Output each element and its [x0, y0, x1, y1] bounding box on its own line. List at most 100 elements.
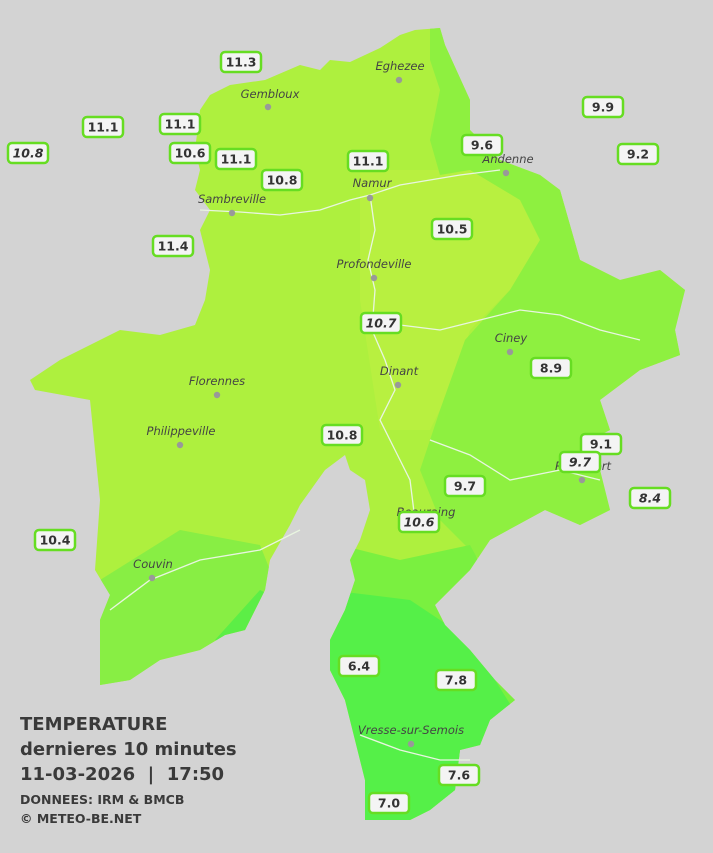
town-label: Philippeville	[147, 424, 216, 438]
station-box	[460, 133, 504, 157]
town-dot	[394, 381, 402, 389]
town-label: Ciney	[495, 331, 528, 345]
town-dot	[264, 103, 272, 111]
zone-south-cold	[320, 592, 520, 820]
station-box	[616, 142, 660, 166]
station: 11.1	[81, 115, 125, 139]
station: 10.6	[168, 141, 212, 165]
station-box	[81, 115, 125, 139]
towns: EghezeeGemblouxAndenneNamurSambrevillePr…	[133, 59, 612, 748]
station: 9.9	[581, 95, 625, 119]
station-box	[628, 486, 672, 510]
station-box	[168, 141, 212, 165]
station-value: 10.6	[175, 146, 206, 161]
town-dot	[506, 348, 514, 356]
station-box	[529, 356, 573, 380]
zone-light	[360, 170, 540, 430]
town-dot	[578, 476, 586, 484]
town-dot	[370, 274, 378, 282]
station-value: 11.1	[165, 117, 196, 132]
station-value: 9.1	[590, 437, 612, 452]
river	[429, 439, 601, 481]
station: 9.1	[579, 432, 623, 456]
station: 11.1	[158, 112, 202, 136]
town-dot	[395, 76, 403, 84]
legend-datetime: 11-03-2026 | 17:50	[20, 764, 224, 785]
river	[399, 309, 641, 341]
station: 8.9	[529, 356, 573, 380]
river	[199, 169, 501, 216]
station-value: 9.2	[627, 147, 649, 162]
station-value: 11.4	[158, 239, 189, 254]
station-box	[260, 168, 304, 192]
station: 10.8	[260, 168, 304, 192]
station: 10.4	[33, 528, 77, 552]
town-dot	[502, 169, 510, 177]
station-box	[33, 528, 77, 552]
river	[367, 194, 416, 521]
station: 9.6	[460, 133, 504, 157]
station-box	[151, 234, 195, 258]
station-box	[579, 432, 623, 456]
station-value: 10.7	[366, 316, 397, 331]
station-box	[359, 311, 403, 335]
station: 10.8	[6, 141, 50, 165]
station: 11.4	[151, 234, 195, 258]
station-box	[214, 147, 258, 171]
town-label: Vresse-sur-Semois	[358, 723, 464, 737]
station-box	[219, 50, 263, 74]
river	[359, 734, 470, 761]
station-box	[346, 149, 390, 173]
station-box	[434, 668, 478, 692]
station-value: 8.9	[540, 361, 562, 376]
station: 11.1	[214, 147, 258, 171]
station: 10.6	[397, 510, 441, 534]
station-value: 11.1	[353, 154, 384, 169]
station: 11.3	[219, 50, 263, 74]
legend-source: DONNEES: IRM & BMCB	[20, 792, 184, 807]
station-value: 10.8	[267, 173, 298, 188]
town-label: Dinant	[380, 364, 419, 378]
station-value: 6.4	[348, 659, 370, 674]
station-value: 7.6	[448, 768, 470, 783]
station: 10.8	[320, 423, 364, 447]
station-box	[397, 510, 441, 534]
town-dot	[213, 391, 221, 399]
station-box	[437, 763, 481, 787]
station-value: 10.4	[40, 533, 71, 548]
station: 9.2	[616, 142, 660, 166]
station-box	[337, 654, 381, 678]
station-value: 10.6	[404, 515, 435, 530]
station: 8.4	[628, 486, 672, 510]
legend-title: TEMPERATURE	[20, 714, 167, 735]
station-box	[581, 95, 625, 119]
station-value: 10.8	[327, 428, 358, 443]
rivers	[109, 169, 641, 761]
station-box	[320, 423, 364, 447]
town-dot	[176, 441, 184, 449]
station-value: 9.7	[569, 455, 591, 470]
town-label: Sambreville	[198, 192, 266, 206]
town-label: Gembloux	[241, 87, 300, 101]
station-value: 9.6	[471, 138, 493, 153]
river	[109, 529, 301, 611]
station: 9.7	[558, 450, 602, 474]
legend-copyright: © METEO-BE.NET	[20, 811, 142, 826]
station-box	[443, 474, 487, 498]
station: 7.6	[437, 763, 481, 787]
town-dot	[148, 574, 156, 582]
station: 10.5	[430, 217, 474, 241]
station: 10.7	[359, 311, 403, 335]
station-box	[6, 141, 50, 165]
town-label: Profondeville	[337, 257, 412, 271]
station: 7.8	[434, 668, 478, 692]
station-value: 7.8	[445, 673, 467, 688]
station-value: 11.1	[221, 152, 252, 167]
town-dot	[366, 194, 374, 202]
station-value: 7.0	[378, 796, 400, 811]
legend: TEMPERATURE dernieres 10 minutes 11-03-2…	[20, 714, 237, 826]
station-value: 9.9	[592, 100, 614, 115]
station: 7.0	[367, 791, 411, 815]
town-dot	[228, 209, 236, 217]
